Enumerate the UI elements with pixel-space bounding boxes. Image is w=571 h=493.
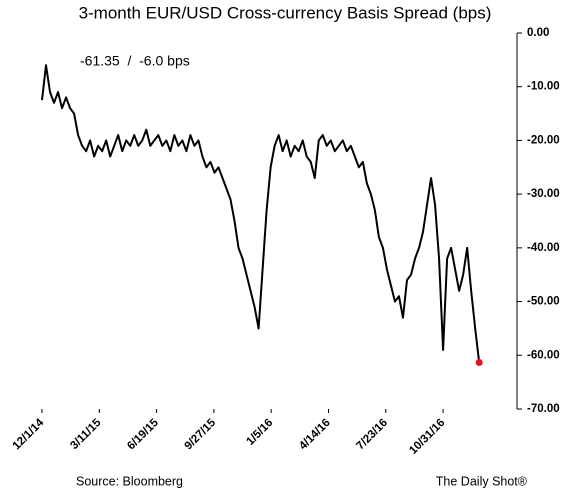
x-tick-label: 9/27/15 xyxy=(183,416,219,452)
y-tick-label: -20.00 xyxy=(527,134,560,146)
annotation: -61.35 / -6.0 bps xyxy=(80,53,190,69)
y-tick-label: -10.00 xyxy=(527,81,560,93)
y-tick-label: -30.00 xyxy=(527,188,560,200)
x-tick-label: 10/31/16 xyxy=(407,417,447,457)
last-point xyxy=(475,359,483,367)
y-tick-label: -40.00 xyxy=(527,242,560,254)
x-tick-label: 1/5/16 xyxy=(244,417,275,448)
y-tick-label: -70.00 xyxy=(527,403,560,415)
x-tick-label: 4/14/16 xyxy=(297,417,333,453)
line xyxy=(41,64,481,363)
x-tick-label: 3/11/15 xyxy=(68,416,104,452)
x-tick-label: 6/19/15 xyxy=(125,416,161,452)
chart-title: 3-month EUR/USD Cross-currency Basis Spr… xyxy=(79,3,492,22)
y-tick-label: 0.00 xyxy=(527,27,549,39)
y-tick-label: -50.00 xyxy=(527,296,560,308)
y-tick-label: -60.00 xyxy=(527,349,560,361)
x-tick-label: 12/1/14 xyxy=(11,416,47,452)
credit: The Daily Shot® xyxy=(436,474,528,488)
x-tick-label: 7/23/16 xyxy=(354,417,390,453)
source: Source: Bloomberg xyxy=(76,474,183,488)
